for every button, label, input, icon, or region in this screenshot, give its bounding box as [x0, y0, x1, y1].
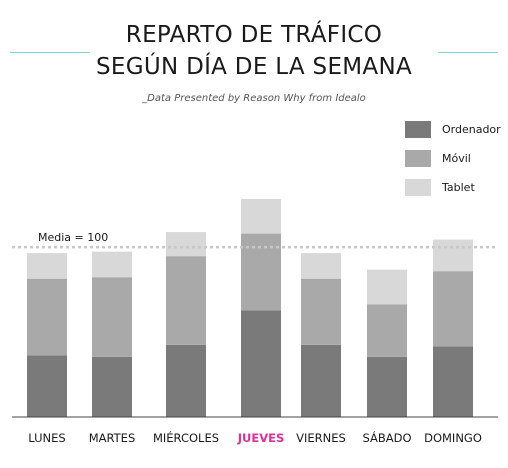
- bar-1-segment-3: [27, 253, 67, 279]
- bar-7-segment-3: [433, 239, 473, 272]
- bar-2-segment-3: [92, 251, 132, 278]
- bar-5-segment-1: [301, 344, 341, 417]
- category-label-5: VIERNES: [296, 431, 346, 445]
- bar-3-segment-1: [166, 344, 206, 417]
- bar-7-segment-1: [433, 346, 473, 417]
- category-label-3: MIÉRCOLES: [153, 430, 219, 445]
- title-rule-left: [10, 52, 90, 53]
- bar-6-segment-1: [367, 356, 407, 417]
- bar-5-segment-3: [301, 253, 341, 279]
- legend-label-2: Móvil: [442, 152, 471, 165]
- bar-5-segment-2: [301, 278, 341, 345]
- bar-6-segment-2: [367, 304, 407, 357]
- bar-4-segment-2: [241, 233, 281, 311]
- bar-1-segment-1: [27, 355, 67, 417]
- category-label-1: LUNES: [28, 431, 65, 445]
- bar-1-segment-2: [27, 278, 67, 356]
- bar-6-segment-3: [367, 269, 407, 305]
- category-label-2: MARTES: [89, 431, 136, 445]
- bar-4-segment-3: [241, 199, 281, 234]
- legend-swatch-3: [405, 179, 431, 196]
- bar-2-segment-1: [92, 356, 132, 417]
- category-label-7: DOMINGO: [424, 431, 482, 445]
- bar-3-segment-3: [166, 232, 206, 257]
- legend-label-1: Ordenador: [442, 123, 501, 136]
- bar-3-segment-2: [166, 256, 206, 345]
- bar-2-segment-2: [92, 277, 132, 357]
- legend-swatch-2: [405, 150, 431, 167]
- legend-swatch-1: [405, 121, 431, 138]
- category-label-4: JUEVES: [237, 431, 285, 445]
- bar-7-segment-2: [433, 271, 473, 347]
- mean-reference-label: Media = 100: [38, 231, 108, 244]
- legend-label-3: Tablet: [441, 181, 475, 194]
- chart-title-line2: SEGÚN DÍA DE LA SEMANA: [95, 54, 413, 80]
- chart-subtitle: _Data Presented by Reason Why from Ideal…: [142, 93, 366, 104]
- bar-4-segment-1: [241, 310, 281, 417]
- category-label-6: SÁBADO: [362, 430, 411, 445]
- title-rule-right: [438, 52, 498, 53]
- chart-title-line1: REPARTO DE TRÁFICO: [125, 22, 383, 48]
